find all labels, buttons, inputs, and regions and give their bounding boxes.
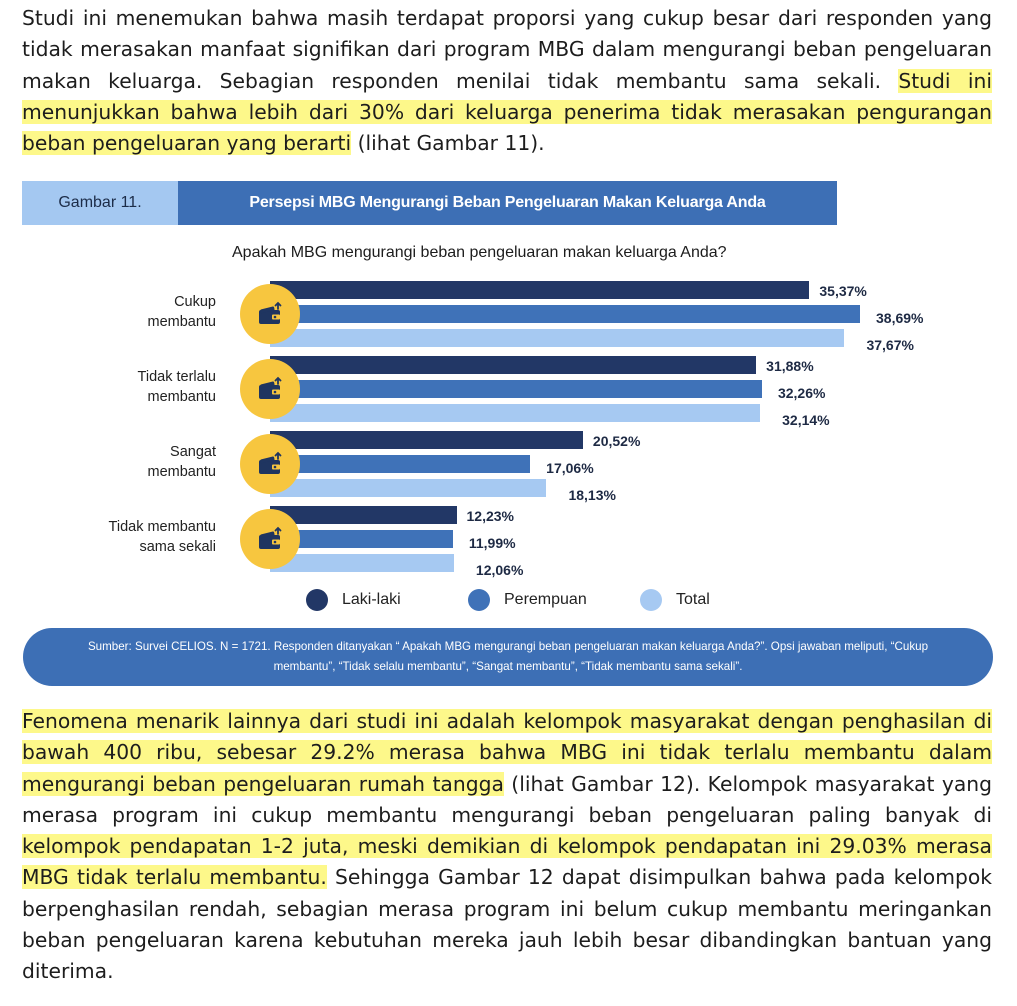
- category-label-line: Tidak membantu: [108, 519, 216, 535]
- legend-item-perempuan: Perempuan: [468, 589, 587, 611]
- value-label: 31,88%: [766, 358, 814, 374]
- legend-item-laki-laki: Laki-laki: [306, 589, 401, 611]
- value-label: 32,26%: [777, 385, 826, 401]
- intro-paragraph: Studi ini menemukan bahwa masih terdapat…: [22, 3, 992, 159]
- bar-perempuan: [270, 380, 762, 398]
- bar-laki-laki: [270, 281, 810, 299]
- bar-perempuan: [270, 455, 531, 473]
- legend-item-total: Total: [640, 589, 710, 611]
- figure-title: Persepsi MBG Mengurangi Beban Pengeluara…: [178, 181, 837, 225]
- value-label: 32,14%: [782, 412, 830, 428]
- category-label-line: sama sekali: [139, 539, 216, 555]
- body-text-2: Sehingga Gambar 12 dapat disimpulkan bah…: [22, 865, 993, 984]
- category-label: Tidak terlalu membantu: [16, 367, 216, 407]
- wallet-icon: [240, 359, 300, 419]
- category-label-line: Cukup: [174, 294, 216, 310]
- legend-label: Total: [676, 591, 710, 608]
- bar-total: [270, 554, 454, 572]
- legend-swatch: [468, 589, 490, 611]
- body-text-1: (lihat Gambar 12). Kelompok masyarakat y…: [22, 771, 992, 827]
- bar-laki-laki: [270, 356, 757, 374]
- figure-header: Gambar 11. Persepsi MBG Mengurangi Beban…: [22, 181, 837, 225]
- source-note: Sumber: Survei CELIOS. N = 1721. Respond…: [23, 628, 993, 686]
- intro-tail: (lihat Gambar 11).: [351, 131, 545, 156]
- intro-text: Studi ini menemukan bahwa masih terdapat…: [22, 6, 992, 93]
- wallet-icon: [240, 284, 300, 344]
- category-label: Cukup membantu: [16, 292, 216, 332]
- bar-perempuan: [270, 305, 861, 323]
- legend-swatch: [306, 589, 328, 611]
- wallet-icon: [240, 509, 300, 569]
- legend-label: Laki-laki: [342, 591, 401, 608]
- bar-laki-laki: [270, 431, 583, 449]
- value-label: 37,67%: [866, 337, 914, 353]
- category-label-line: membantu: [147, 464, 216, 480]
- category-label-line: membantu: [147, 389, 216, 405]
- figure-label: Gambar 11.: [22, 181, 178, 225]
- legend-label: Perempuan: [504, 591, 587, 608]
- category-label-line: membantu: [147, 314, 216, 330]
- value-label: 11,99%: [468, 535, 516, 551]
- bar-perempuan: [270, 530, 453, 548]
- bar-total: [270, 479, 547, 497]
- chart-legend: Laki-laki Perempuan Total: [0, 589, 1017, 615]
- wallet-icon: [240, 434, 300, 494]
- category-label-line: Sangat: [170, 444, 216, 460]
- value-label: 35,37%: [819, 283, 867, 299]
- value-label: 12,06%: [475, 562, 524, 578]
- bar-laki-laki: [270, 506, 457, 524]
- bar-total: [270, 329, 845, 347]
- value-label: 17,06%: [546, 460, 594, 476]
- value-label: 38,69%: [876, 310, 924, 326]
- body-paragraph: Fenomena menarik lainnya dari studi ini …: [22, 706, 992, 988]
- legend-swatch: [640, 589, 662, 611]
- source-text: Sumber: Survei CELIOS. N = 1721. Respond…: [87, 640, 929, 673]
- value-label: 12,23%: [466, 508, 514, 524]
- value-label: 18,13%: [568, 487, 616, 503]
- category-label: Tidak membantu sama sekali: [16, 517, 216, 557]
- value-label: 20,52%: [592, 433, 641, 449]
- bar-total: [270, 404, 761, 422]
- category-label-line: Tidak terlalu: [137, 369, 216, 385]
- category-label: Sangat membantu: [16, 442, 216, 482]
- chart-question: Apakah MBG mengurangi beban pengeluaran …: [232, 244, 727, 261]
